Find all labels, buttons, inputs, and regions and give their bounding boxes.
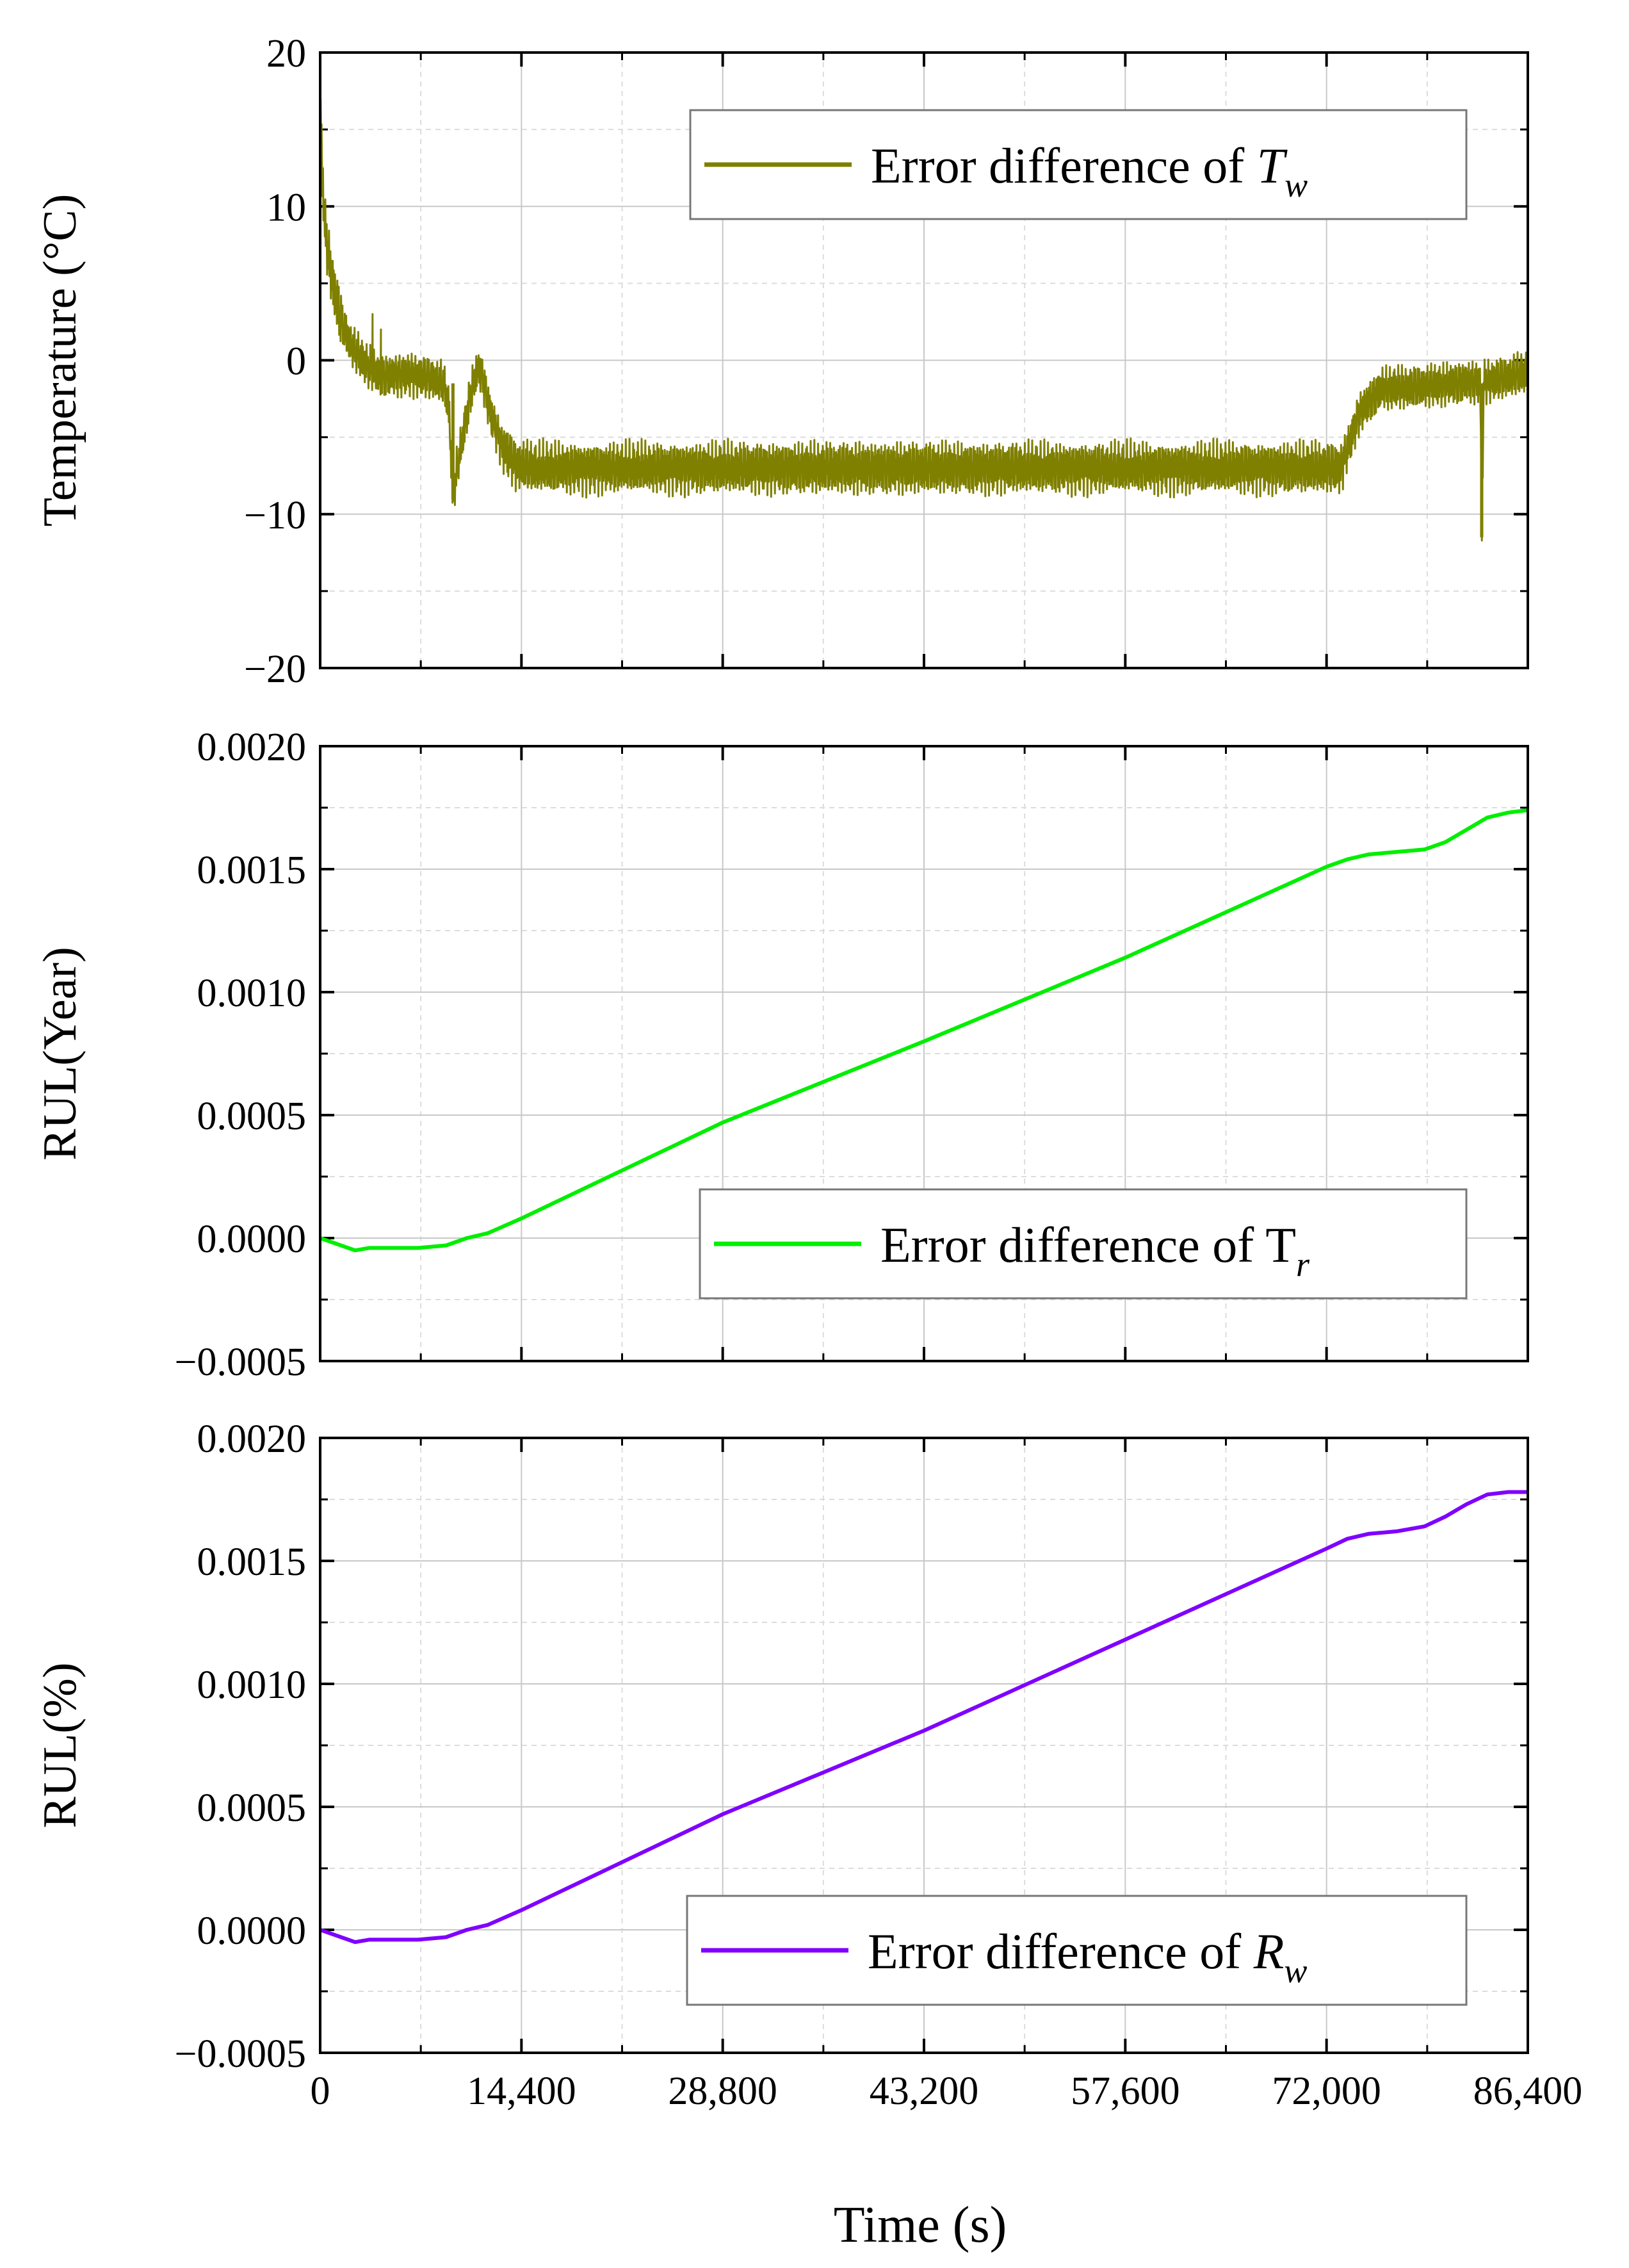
chart-panel-1: −20 −10 0 10 20 Temperature (°C) Error differe… (34, 32, 1529, 691)
legend-label: Error difference of Tw (871, 138, 1308, 204)
x-tick-label: 86,400 (1473, 2069, 1583, 2113)
y-tick-label: 0.0000 (197, 1909, 307, 1953)
legend-symbol: T (1265, 1217, 1296, 1273)
x-tick-label: 43,200 (870, 2069, 979, 2113)
y-tick-label: 20 (266, 32, 306, 76)
y-tick-label: 0.0015 (197, 1540, 307, 1584)
x-tick-label: 0 (311, 2069, 330, 2113)
y-tick-label: 0.0010 (197, 972, 307, 1015)
legend: Error difference of Rw (686, 1895, 1468, 2006)
legend: Error difference of Tr (699, 1188, 1468, 1300)
y-tick-label: 0 (286, 340, 306, 384)
legend-text: Error difference of (871, 138, 1257, 193)
legend-text: Error difference of (880, 1217, 1265, 1273)
legend: Error difference of Tw (689, 109, 1468, 220)
y-tick-label: 0.0000 (197, 1218, 307, 1261)
legend-label: Error difference of Rw (868, 1923, 1307, 1990)
series-line-3 (320, 1490, 1528, 1945)
y-axis-label: RUL(%) (34, 1663, 86, 1829)
legend-symbol: R (1253, 1923, 1285, 1979)
y-tick-label: 10 (266, 186, 306, 229)
legend-label: Error difference of Tr (880, 1217, 1310, 1284)
series-line-2 (320, 808, 1528, 1253)
y-tick-label: −10 (244, 494, 306, 537)
plot-frame (319, 745, 1529, 1362)
y-tick-label: −0.0005 (175, 1341, 306, 1384)
y-tick-label: −0.0005 (175, 2032, 306, 2076)
y-tick-label: −20 (244, 648, 306, 691)
y-tick-label: 0.0005 (197, 1786, 307, 1830)
y-tick-label: 0.0005 (197, 1095, 307, 1138)
x-tick-label: 57,600 (1071, 2069, 1180, 2113)
y-tick-label: 0.0020 (197, 726, 307, 769)
x-tick-label: 28,800 (668, 2069, 777, 2113)
x-tick-label: 14,400 (467, 2069, 576, 2113)
series-line-1 (320, 97, 1528, 542)
legend-subscript: w (1285, 166, 1308, 204)
chart-panel-3: −0.0005 0.0000 0.0005 0.0010 0.0015 0.0020 RUL… (34, 1417, 1529, 2076)
y-tick-label: 0.0020 (197, 1417, 307, 1461)
y-axis-label: RUL(Year) (34, 947, 86, 1161)
y-axis-label: Temperature (°C) (34, 194, 86, 527)
legend-symbol: T (1257, 138, 1288, 193)
legend-text: Error difference of (868, 1923, 1254, 1979)
chart-panel-2: −0.0005 0.0000 0.0005 0.0010 0.0015 0.0020 RUL… (34, 726, 1529, 1384)
legend-subscript: r (1296, 1245, 1310, 1284)
plot-frame (319, 1437, 1529, 2054)
plot-frame (319, 51, 1529, 669)
y-tick-label: 0.0015 (197, 849, 307, 892)
legend-subscript: w (1284, 1952, 1307, 1990)
x-axis-label: Time (s) (834, 2197, 1007, 2253)
y-tick-label: 0.0010 (197, 1663, 307, 1707)
x-tick-label: 72,000 (1272, 2069, 1381, 2113)
